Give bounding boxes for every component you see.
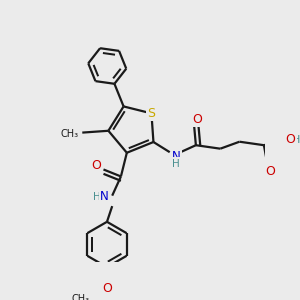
Text: H: H	[292, 135, 300, 145]
Text: O: O	[102, 282, 112, 295]
Text: CH₃: CH₃	[71, 294, 89, 300]
Text: O: O	[92, 160, 101, 172]
Text: O: O	[286, 133, 296, 146]
Text: H: H	[93, 192, 101, 203]
Text: O: O	[192, 112, 202, 125]
Text: N: N	[100, 190, 109, 203]
Text: N: N	[172, 150, 181, 163]
Text: S: S	[147, 107, 155, 120]
Text: CH₃: CH₃	[61, 129, 79, 139]
Text: H: H	[172, 158, 180, 169]
Text: O: O	[265, 165, 275, 178]
